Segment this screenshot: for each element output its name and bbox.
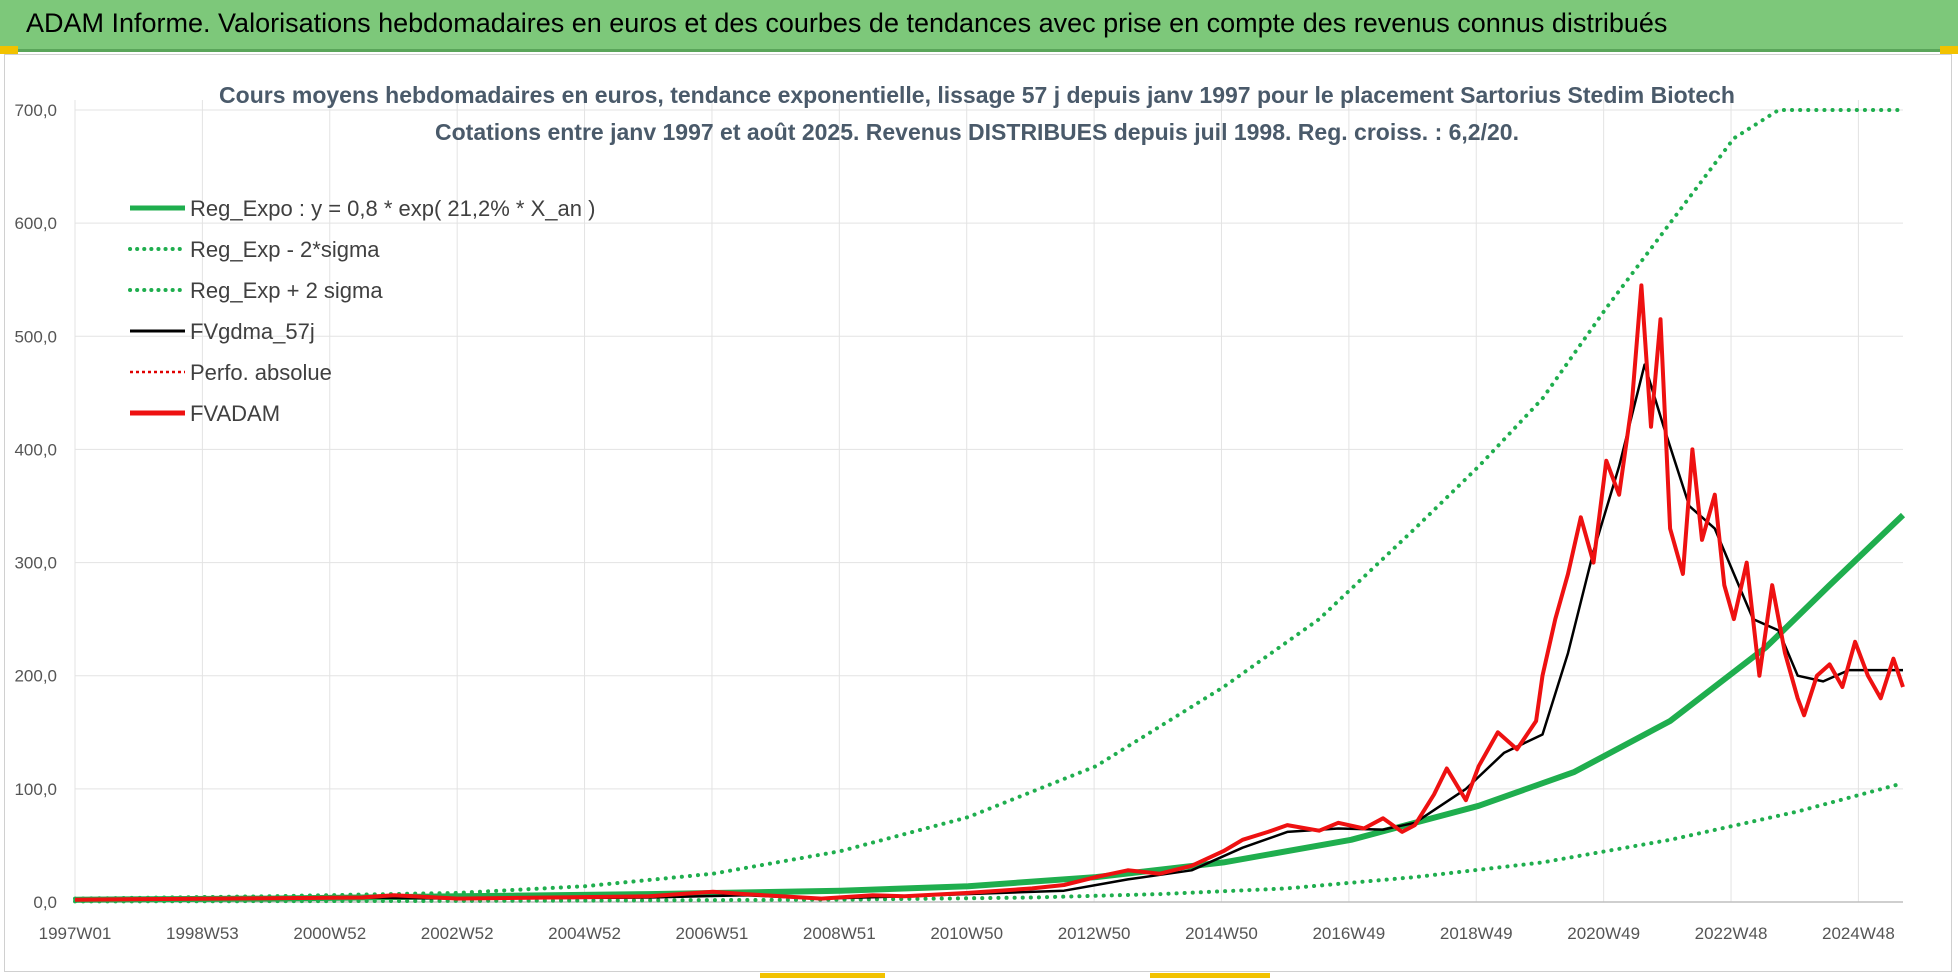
x-tick-label: 2010W50 [930, 924, 1003, 943]
y-tick-label: 700,0 [14, 101, 57, 120]
y-tick-label: 300,0 [14, 554, 57, 573]
series-line-fvadam [74, 283, 1905, 902]
y-tick-label: 600,0 [14, 214, 57, 233]
x-tick-label: 2018W49 [1440, 924, 1513, 943]
x-tick-label: 2022W48 [1695, 924, 1768, 943]
x-axis-ticks: 1997W01 1998W53 2000W52 2002W52 2004W52 2006W… [39, 924, 1895, 943]
series-line-reg_plus [73, 108, 1905, 901]
legend: Reg_Expo : y = 0,8 * exp( 21,2% * X_an )… [128, 196, 595, 426]
y-tick-label: 100,0 [14, 780, 57, 799]
bottom-accent-2 [1150, 973, 1270, 978]
x-tick-label: 2024W48 [1822, 924, 1895, 943]
y-tick-label: 400,0 [14, 440, 57, 459]
chart-title-line2: Cotations entre janv 1997 et août 2025. … [435, 119, 1519, 145]
x-tick-label: 2020W49 [1567, 924, 1640, 943]
legend-label-fvadam: FVADAM [190, 401, 280, 426]
series-line-gdma [74, 363, 1903, 901]
x-tick-label: 2006W51 [676, 924, 749, 943]
x-tick-label: 1998W53 [166, 924, 239, 943]
legend-label-reg_expo: Reg_Expo : y = 0,8 * exp( 21,2% * X_an ) [190, 196, 595, 221]
y-tick-label: 500,0 [14, 327, 57, 346]
x-tick-label: 2012W50 [1058, 924, 1131, 943]
corner-accent-left [0, 46, 18, 54]
y-tick-label: 200,0 [14, 667, 57, 686]
legend-label-gdma: FVgdma_57j [190, 319, 315, 344]
y-axis-ticks: 0,0 100,0 200,0 300,0 400,0 500,0 600,0 700,0 [14, 101, 57, 912]
corner-accent-right [1940, 46, 1958, 54]
x-tick-label: 2016W49 [1312, 924, 1385, 943]
x-tick-label: 2004W52 [548, 924, 621, 943]
legend-label-perfo: Perfo. absolue [190, 360, 332, 385]
report-title: ADAM Informe. Valorisations hebdomadaire… [26, 8, 1668, 38]
x-tick-label: 2014W50 [1185, 924, 1258, 943]
series-line-reg_expo [74, 512, 1906, 903]
report-header: ADAM Informe. Valorisations hebdomadaire… [0, 0, 1958, 52]
x-tick-label: 2008W51 [803, 924, 876, 943]
chart-title-line1: Cours moyens hebdomadaires en euros, ten… [219, 82, 1735, 108]
chart-frame [4, 54, 1952, 972]
series-line-reg_minus [73, 781, 1905, 904]
x-tick-label: 1997W01 [39, 924, 112, 943]
series-layer [73, 108, 1906, 904]
x-tick-label: 2002W52 [421, 924, 494, 943]
legend-label-reg_plus: Reg_Exp + 2 sigma [190, 278, 383, 303]
bottom-accent-1 [760, 973, 885, 978]
y-tick-label: 0,0 [33, 893, 57, 912]
x-tick-label: 2000W52 [293, 924, 366, 943]
legend-label-reg_minus: Reg_Exp - 2*sigma [190, 237, 380, 262]
